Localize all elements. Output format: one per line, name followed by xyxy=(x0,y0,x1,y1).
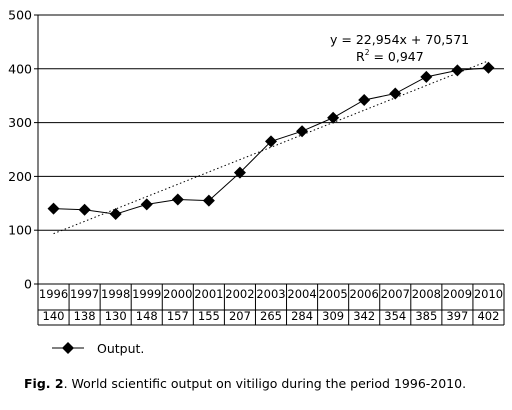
data-value-label: 140 xyxy=(43,309,65,323)
y-tick-label: 500 xyxy=(8,8,32,23)
x-category-label: 1997 xyxy=(70,287,99,301)
data-value-label: 130 xyxy=(105,309,127,323)
data-value-label: 354 xyxy=(384,309,406,323)
x-category-label: 2005 xyxy=(318,287,347,301)
data-value-label: 155 xyxy=(198,309,220,323)
x-category-label: 1996 xyxy=(39,287,68,301)
data-point-2007 xyxy=(389,87,402,100)
y-tick-label: 300 xyxy=(8,115,32,130)
x-category-label: 2007 xyxy=(381,287,410,301)
data-point-1996 xyxy=(47,202,60,215)
data-point-1998 xyxy=(109,208,122,221)
x-category-label: 2010 xyxy=(474,287,503,301)
legend-label: Output. xyxy=(97,341,144,356)
data-point-2000 xyxy=(171,193,184,206)
caption-text: . World scientific output on vitiligo du… xyxy=(63,376,467,391)
data-value-label: 385 xyxy=(415,309,437,323)
data-value-label: 148 xyxy=(136,309,158,323)
y-tick-label: 200 xyxy=(8,169,32,184)
data-value-label: 397 xyxy=(446,309,468,323)
x-category-label: 2000 xyxy=(163,287,192,301)
data-value-label: 265 xyxy=(260,309,282,323)
figure-caption: Fig. 2. World scientific output on vitil… xyxy=(24,376,512,391)
x-category-label: 1998 xyxy=(101,287,130,301)
data-value-label: 309 xyxy=(322,309,344,323)
series-output xyxy=(47,61,495,221)
data-value-label: 157 xyxy=(167,309,189,323)
data-value-label: 207 xyxy=(229,309,251,323)
data-value-label: 138 xyxy=(74,309,96,323)
y-tick-label: 0 xyxy=(24,277,32,292)
legend-marker xyxy=(62,342,74,354)
data-value-label: 284 xyxy=(291,309,313,323)
data-point-1997 xyxy=(78,203,91,216)
r-squared-text: R2 = 0,947 xyxy=(356,48,424,64)
gridlines xyxy=(38,14,504,231)
y-axis: 0 100 200 300 400 500 xyxy=(8,8,39,325)
data-value-label: 342 xyxy=(353,309,375,323)
data-point-2001 xyxy=(202,194,215,207)
r-squared-exponent: 2 xyxy=(365,48,370,57)
x-category-label: 2009 xyxy=(443,287,472,301)
r-squared-label: R xyxy=(356,49,365,64)
data-table: 1996 140 1997 138 1998 130 1999 148 2000 157 2001 1… xyxy=(37,283,505,326)
data-point-2002 xyxy=(233,166,246,179)
trend-equation: y = 22,954x + 70,571 R2 = 0,947 xyxy=(330,32,469,64)
trend-equation-text: y = 22,954x + 70,571 xyxy=(330,32,469,47)
x-category-label: 2006 xyxy=(350,287,379,301)
data-point-2010 xyxy=(482,61,495,74)
x-category-label: 1999 xyxy=(132,287,161,301)
data-point-2003 xyxy=(265,135,277,148)
x-category-label: 2004 xyxy=(287,287,316,301)
data-point-2004 xyxy=(296,125,309,138)
data-point-2009 xyxy=(451,64,464,77)
x-category-label: 2002 xyxy=(225,287,254,301)
data-point-2006 xyxy=(358,94,371,107)
x-category-label: 2003 xyxy=(256,287,285,301)
data-value-label: 402 xyxy=(477,309,499,323)
x-category-label: 2008 xyxy=(412,287,441,301)
data-point-2008 xyxy=(420,70,433,83)
y-tick-label: 100 xyxy=(8,223,32,238)
data-point-1999 xyxy=(140,198,153,211)
caption-label: Fig. 2 xyxy=(24,376,64,391)
r-squared-value: = 0,947 xyxy=(373,49,423,64)
x-category-label: 2001 xyxy=(194,287,223,301)
y-tick-label: 400 xyxy=(8,61,32,76)
legend: Output. xyxy=(52,341,144,356)
data-point-2005 xyxy=(327,111,340,124)
